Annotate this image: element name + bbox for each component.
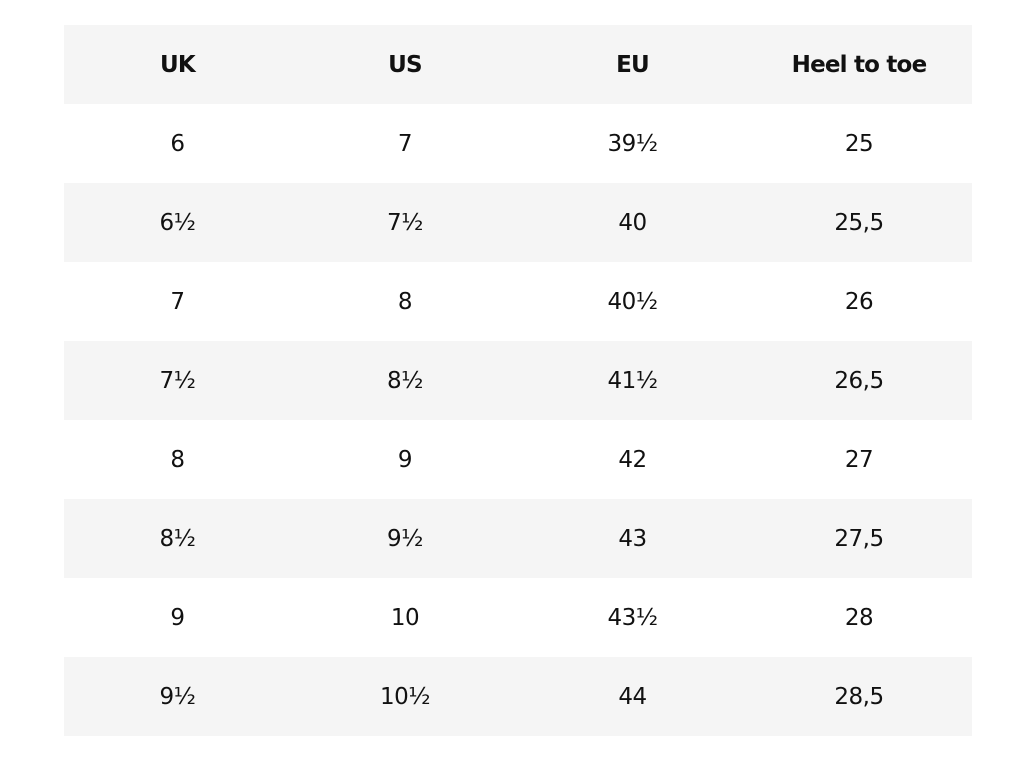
cell-uk: 8	[170, 446, 185, 473]
cell-uk: 9	[170, 604, 185, 631]
cell-heel-to-toe: 26,5	[834, 367, 884, 394]
cell-eu: 43	[618, 525, 647, 552]
cell-us: 7	[397, 130, 413, 157]
table-header-row: UK US EU Heel to toe	[64, 25, 972, 104]
cell-uk: 7½	[159, 367, 196, 394]
table-row: 8 9 42 27	[64, 420, 972, 499]
cell-eu: 40	[618, 209, 647, 236]
cell-heel-to-toe: 28,5	[834, 683, 884, 710]
cell-heel-to-toe: 27,5	[834, 525, 884, 552]
cell-us: 8½	[387, 367, 423, 394]
table-row: 7½ 8½ 41½ 26,5	[64, 341, 972, 420]
cell-eu: 44	[618, 683, 647, 710]
cell-uk: 6½	[159, 209, 196, 236]
cell-uk: 6	[170, 130, 185, 157]
cell-uk: 7	[170, 288, 185, 315]
table-row: 6 7 39½ 25	[64, 104, 972, 183]
cell-us: 8	[397, 288, 413, 315]
cell-us: 7½	[387, 209, 423, 236]
cell-heel-to-toe: 28	[844, 604, 874, 631]
header-uk: UK	[160, 51, 196, 78]
cell-eu: 43½	[607, 604, 658, 631]
header-eu: EU	[616, 51, 650, 78]
cell-heel-to-toe: 26	[844, 288, 874, 315]
cell-heel-to-toe: 25,5	[834, 209, 884, 236]
table-row: 7 8 40½ 26	[64, 262, 972, 341]
cell-us: 9	[397, 446, 413, 473]
table-row: 8½ 9½ 43 27,5	[64, 499, 972, 578]
cell-uk: 8½	[159, 525, 196, 552]
table-row: 9½ 10½ 44 28,5	[64, 657, 972, 736]
cell-eu: 41½	[607, 367, 658, 394]
table-row: 6½ 7½ 40 25,5	[64, 183, 972, 262]
cell-heel-to-toe: 27	[844, 446, 874, 473]
cell-us: 9½	[387, 525, 423, 552]
cell-eu: 40½	[607, 288, 658, 315]
cell-us: 10	[390, 604, 420, 631]
cell-eu: 39½	[607, 130, 658, 157]
size-chart-table: UK US EU Heel to toe 6 7 39½ 25 6½ 7½ 40…	[64, 25, 972, 736]
header-us: US	[388, 51, 422, 78]
header-heel-to-toe: Heel to toe	[791, 51, 928, 78]
cell-us: 10½	[379, 683, 431, 710]
cell-heel-to-toe: 25	[844, 130, 874, 157]
cell-uk: 9½	[159, 683, 196, 710]
table-row: 9 10 43½ 28	[64, 578, 972, 657]
cell-eu: 42	[618, 446, 647, 473]
